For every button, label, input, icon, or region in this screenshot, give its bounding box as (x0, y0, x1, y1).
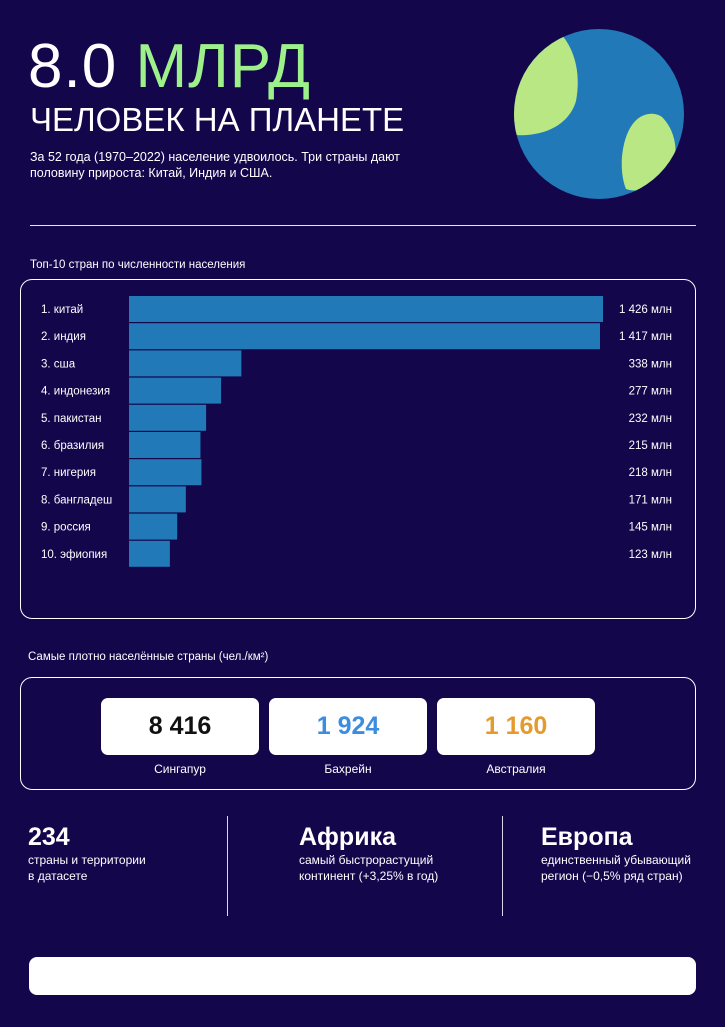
density-tile: 1 160 (437, 698, 595, 755)
bar (129, 323, 601, 350)
value-label: 1 417 млн (619, 331, 672, 343)
fact-africa: Африка (299, 823, 396, 851)
bar-chart: 1. китай 1 426 млн 2. индия 1 417 млн 3. сша… (41, 296, 672, 567)
headline-number: 8.0 МЛРД (28, 34, 311, 100)
category-label: 5. пакистан (41, 413, 102, 425)
value-label: 277 млн (629, 386, 672, 398)
fact-europe: Европа (541, 823, 633, 851)
category-label: 2. индия (41, 331, 86, 343)
category-label: 9. россия (41, 522, 91, 534)
headline-description: За 52 года (1970–2022) население удвоило… (30, 150, 400, 180)
value-label: 338 млн (629, 358, 672, 370)
bar (129, 459, 202, 486)
density-card (20, 677, 696, 790)
value-label: 123 млн (629, 549, 672, 561)
chart-title: Топ-10 стран по численности населения (30, 259, 246, 271)
fact-divider (227, 816, 228, 916)
fact-divider (502, 816, 503, 916)
bar (129, 540, 170, 567)
category-label: 7. нигерия (41, 467, 96, 479)
value-label: 1 426 млн (619, 304, 672, 316)
density-value: 1 160 (484, 712, 548, 740)
value-label: 145 млн (629, 522, 672, 534)
density-tile: 1 924 (269, 698, 427, 755)
fact-africa-caption: самый быстрорастущий континент (+3,25% в… (299, 853, 439, 883)
value-label: 215 млн (629, 440, 672, 452)
bar (129, 404, 207, 431)
density-country: Сингапур (154, 762, 206, 776)
density-tile: 8 416 (101, 698, 259, 755)
density-title: Самые плотно населённые страны (чел./км²… (28, 651, 269, 663)
globe-icon (514, 29, 684, 199)
bar (129, 513, 178, 540)
bar (129, 350, 242, 377)
category-label: 8. бангладеш (41, 494, 112, 506)
category-label: 6. бразилия (41, 440, 104, 452)
fact-count-caption: страны и территории в датасете (28, 853, 146, 883)
fact-count: 234 (28, 823, 70, 851)
bar (129, 432, 201, 458)
category-label: 3. сша (41, 358, 76, 370)
value-label: 218 млн (629, 467, 672, 479)
category-label: 4. индонезия (41, 386, 110, 398)
fact-europe-caption: единственный убывающий регион (−0,5% ряд… (541, 853, 691, 883)
density-country: Бахрейн (324, 762, 372, 776)
density-value: 8 416 (148, 712, 212, 740)
value-label: 171 млн (629, 494, 672, 506)
headline-unit: МЛРД (135, 32, 311, 101)
category-label: 10. эфиопия (41, 549, 107, 561)
density-country: Австралия (486, 762, 546, 776)
headline-subtitle: ЧЕЛОВЕК НА ПЛАНЕТЕ (30, 101, 405, 138)
headline-value: 8.0 (28, 32, 118, 101)
bar (129, 377, 222, 404)
bar-chart-card: 1. китай 1 426 млн 2. индия 1 417 млн 3. сша… (20, 279, 696, 619)
value-label: 232 млн (629, 413, 672, 425)
category-label: 1. китай (41, 304, 83, 316)
bar (129, 486, 186, 513)
footer-bar (29, 957, 696, 995)
divider (30, 225, 696, 226)
density-value: 1 924 (316, 712, 380, 740)
bar (129, 296, 603, 322)
